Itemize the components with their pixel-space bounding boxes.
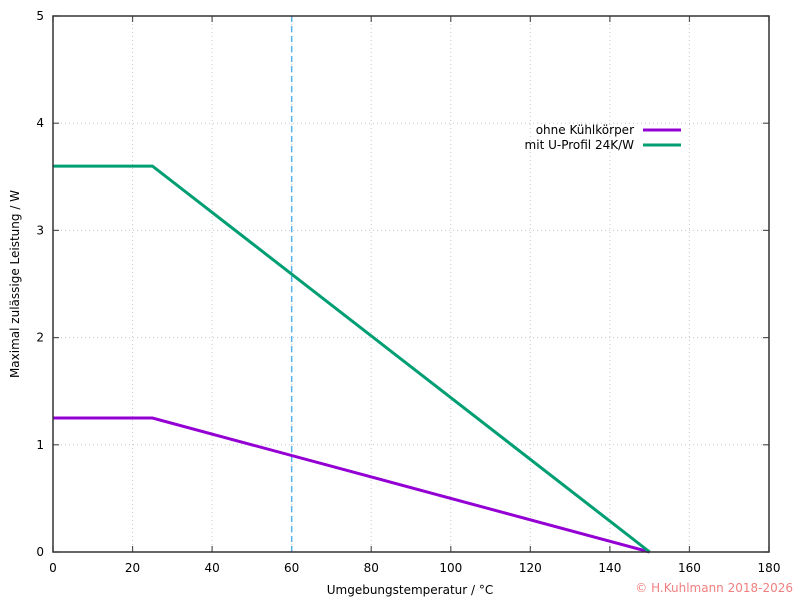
x-tick-label: 80 bbox=[364, 561, 379, 575]
data-series bbox=[53, 164, 651, 554]
series-line-0 bbox=[53, 416, 651, 554]
x-tick-label: 20 bbox=[125, 561, 140, 575]
series-line-1 bbox=[53, 164, 651, 554]
y-tick-label: 2 bbox=[36, 331, 44, 345]
copyright-notice: © H.Kuhlmann 2018-2026 bbox=[635, 581, 793, 595]
y-axis-label: Maximal zulässige Leistung / W bbox=[8, 190, 22, 378]
legend-label-1: mit U-Profil 24K/W bbox=[525, 138, 635, 152]
x-tick-label: 100 bbox=[439, 561, 462, 575]
y-tick-label: 3 bbox=[36, 223, 44, 237]
axis-ticks bbox=[52, 15, 770, 553]
plot-frame bbox=[52, 15, 770, 553]
x-tick-label: 0 bbox=[49, 561, 57, 575]
x-axis-label: Umgebungstemperatur / °C bbox=[327, 583, 494, 597]
tick-labels: 0 20 40 60 80 100 120 140 160 180 0 1 2 3 4 5 bbox=[36, 9, 780, 575]
x-tick-label: 160 bbox=[678, 561, 701, 575]
y-tick-label: 5 bbox=[36, 9, 44, 23]
x-tick-label: 40 bbox=[204, 561, 219, 575]
x-tick-label: 60 bbox=[284, 561, 299, 575]
x-tick-label: 140 bbox=[598, 561, 621, 575]
y-tick-label: 1 bbox=[36, 438, 44, 452]
x-tick-label: 180 bbox=[758, 561, 781, 575]
y-tick-label: 0 bbox=[36, 545, 44, 559]
legend-label-0: ohne Kühlkörper bbox=[536, 123, 634, 137]
grid-lines bbox=[53, 16, 769, 552]
x-tick-label: 120 bbox=[519, 561, 542, 575]
y-tick-label: 4 bbox=[36, 116, 44, 130]
